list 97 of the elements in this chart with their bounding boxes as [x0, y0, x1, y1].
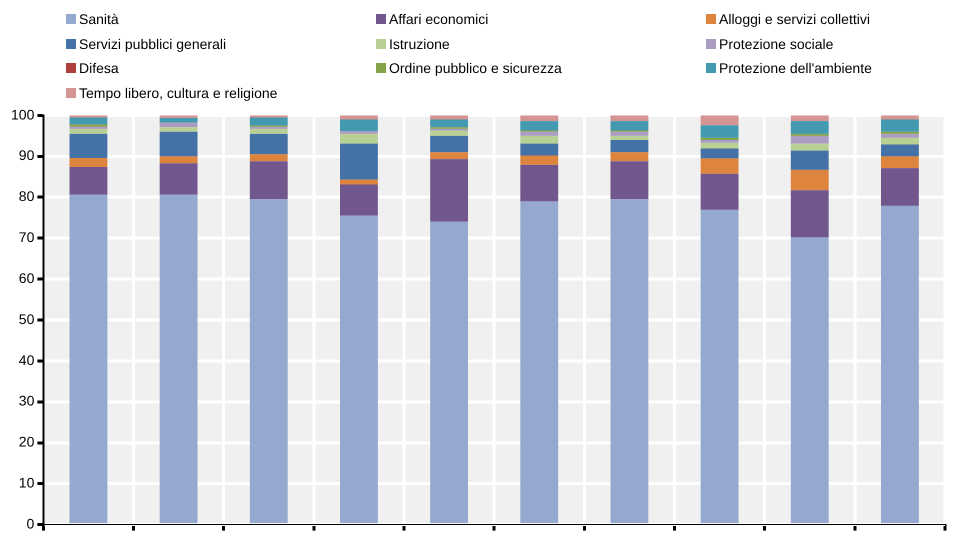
bar: [250, 134, 288, 154]
bar: [520, 156, 558, 165]
bar: [70, 166, 108, 195]
bar: [790, 136, 829, 144]
bar: [610, 115, 648, 122]
bar: [880, 115, 919, 120]
y-tick-label: 80: [18, 188, 35, 204]
bar: [70, 194, 108, 524]
bar: [790, 237, 829, 524]
bar: [160, 118, 198, 123]
bar: [430, 115, 468, 120]
bar: [430, 136, 468, 152]
bar: [250, 161, 288, 200]
legend-label: Affari economici: [389, 11, 488, 28]
bar: [340, 216, 378, 524]
bar: [70, 128, 108, 134]
legend-label: Difesa: [79, 60, 119, 76]
bar: [880, 144, 919, 156]
bar: [880, 206, 919, 524]
bar: [340, 134, 378, 144]
bar: [700, 158, 739, 174]
bar: [430, 152, 468, 160]
bar: [430, 130, 468, 136]
bar: [700, 140, 739, 143]
bar: [430, 222, 468, 524]
y-tick-label: 50: [18, 310, 35, 327]
bar: [250, 117, 288, 126]
bar: [340, 180, 378, 185]
bar: [250, 199, 288, 524]
bar: [160, 156, 198, 164]
bar: [250, 128, 288, 134]
y-tick-label: 30: [18, 392, 35, 409]
bar: [520, 201, 558, 524]
bar: [880, 138, 919, 144]
bar: [880, 134, 919, 138]
bar: [70, 134, 108, 158]
bar: [340, 115, 378, 120]
bar: [70, 126, 108, 129]
bar: [880, 168, 919, 206]
y-tick-label: 90: [18, 147, 35, 164]
bar: [700, 125, 739, 138]
bar: [610, 199, 648, 524]
bar: [340, 130, 378, 134]
y-tick-label: 60: [18, 270, 35, 286]
bar: [520, 115, 558, 122]
legend-label: Servizi pubblici generali: [79, 36, 226, 52]
bar: [790, 170, 829, 190]
legend-label: Tempo libero, cultura e religione: [79, 84, 278, 101]
bar: [790, 190, 829, 238]
bar: [430, 159, 468, 222]
bar: [700, 210, 739, 524]
bar: [610, 121, 648, 131]
bar: [160, 194, 198, 524]
bar: [880, 156, 919, 168]
bar: [790, 121, 829, 134]
bar: [520, 136, 558, 144]
bar: [700, 142, 739, 149]
legend-label: Ordine pubblico e sicurezza: [389, 60, 562, 76]
bar: [520, 121, 558, 131]
bar: [700, 174, 739, 210]
bar: [700, 148, 739, 158]
bar: [160, 163, 198, 195]
bar: [70, 117, 108, 124]
y-tick-label: 20: [18, 434, 35, 450]
bar: [340, 184, 378, 216]
legend-label: Protezione sociale: [719, 36, 834, 52]
bar: [70, 158, 108, 167]
bar: [160, 115, 198, 118]
bar: [610, 136, 648, 140]
legend-label: Protezione dell'ambiente: [719, 60, 872, 76]
bar: [520, 144, 558, 156]
bar: [430, 119, 468, 128]
bar: [790, 115, 829, 122]
bar: [520, 132, 558, 136]
bar: [160, 127, 198, 132]
y-tick-label: 0: [26, 515, 35, 532]
legend-label: Istruzione: [389, 36, 450, 52]
bar: [160, 132, 198, 156]
bar: [610, 152, 648, 162]
y-tick-label: 100: [11, 106, 35, 122]
y-tick-label: 10: [18, 474, 35, 491]
bar: [160, 122, 198, 128]
y-tick-label: 40: [18, 352, 35, 368]
y-tick-label: 70: [18, 229, 35, 246]
bar: [880, 119, 919, 132]
bar: [250, 154, 288, 162]
bar: [610, 140, 648, 152]
bar: [700, 115, 739, 126]
bar: [790, 150, 829, 170]
bar: [790, 144, 829, 151]
legend-label: Alloggi e servizi collettivi: [719, 11, 870, 28]
bar: [610, 161, 648, 200]
bar: [610, 132, 648, 136]
bar: [340, 144, 378, 180]
bar: [340, 119, 378, 131]
legend-label: Sanità: [79, 11, 119, 28]
bar: [520, 164, 558, 202]
